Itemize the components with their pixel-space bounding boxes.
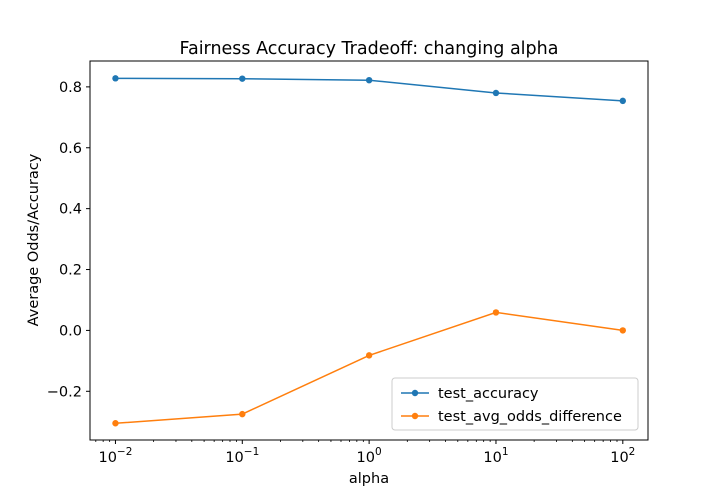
y-tick-label: 0.0 <box>59 323 82 339</box>
point-test_avg_odds_difference <box>112 420 119 427</box>
x-tick-label: 100 <box>357 446 382 466</box>
x-tick-label: 102 <box>610 446 635 466</box>
point-test_avg_odds_difference <box>619 327 627 334</box>
point-test_avg_odds_difference <box>239 410 246 418</box>
point-test_accuracy <box>492 89 500 97</box>
y-axis-label: Average Odds/Accuracy <box>26 153 42 326</box>
y-tick-label: 0.4 <box>59 202 82 218</box>
x-axis-label: alpha <box>349 471 389 487</box>
point-test_accuracy <box>619 97 627 105</box>
y-tick-label: 0.2 <box>59 263 82 279</box>
legend-box <box>391 377 639 431</box>
x-tick-label: 10−2 <box>98 446 132 466</box>
y-tick-label: 0.6 <box>59 141 82 157</box>
legend-marker-test_avg_odds_difference <box>411 412 419 420</box>
legend-label: test_accuracy <box>438 386 539 402</box>
y-tick-label: 0.8 <box>59 80 82 96</box>
legend-label: test_avg_odds_difference <box>438 409 622 425</box>
y-tick-label: −0.2 <box>47 384 82 400</box>
point-test_accuracy <box>239 75 246 82</box>
point-test_accuracy <box>112 75 119 82</box>
point-test_avg_odds_difference <box>492 309 500 316</box>
legend-marker-test_accuracy <box>411 389 419 397</box>
chart-title: Fairness Accuracy Tradeoff: changing alp… <box>180 39 559 59</box>
point-test_avg_odds_difference <box>365 352 373 359</box>
plot-area: −0.2 0.0 0.2 0.4 0.6 0.8 10−2 10−1 100 101 102 <box>47 60 649 466</box>
x-tick-label: 10−1 <box>225 446 259 466</box>
legend: test_accuracy test_avg_odds_difference <box>391 377 639 431</box>
x-tick-label: 101 <box>483 446 508 466</box>
point-test_accuracy <box>365 76 373 84</box>
